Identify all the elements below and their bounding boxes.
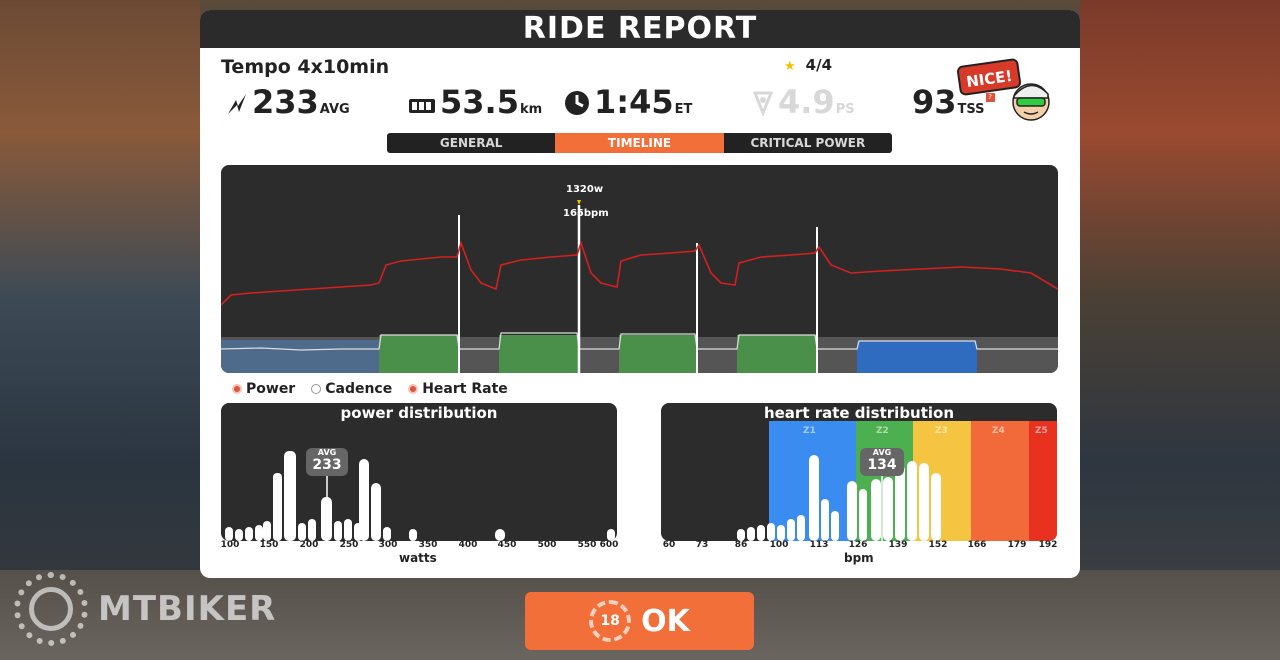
power-tick: 500 — [537, 540, 557, 550]
hr-tick: 60 — [662, 540, 676, 550]
timeline-chart[interactable]: 1320w 165bpm — [221, 165, 1058, 373]
power-tick: 250 — [339, 540, 359, 550]
stars-value: 4/4 — [805, 56, 833, 74]
hr-tick: 192 — [1038, 540, 1058, 550]
power-avg-badge: AVG 233 — [306, 448, 348, 476]
hr-tick: 86 — [734, 540, 748, 550]
zone-z2-label: Z2 — [876, 426, 889, 436]
heart-rate-line — [221, 240, 1058, 306]
workout-name: Tempo 4x10min — [221, 56, 390, 78]
hr-tick: 100 — [769, 540, 789, 550]
legend-heart-rate[interactable]: Heart Rate — [408, 381, 508, 397]
stat-ps: 4.9 PS — [752, 84, 855, 120]
heart-rate-dot-icon — [408, 384, 419, 394]
ride-report-panel: RIDE REPORT Tempo 4x10min ★ 4/4 NICE! 233… — [200, 10, 1080, 578]
hr-tick: 126 — [848, 540, 868, 550]
hr-dist-svg: Z1 Z2 Z3 Z4 Z5 — [737, 421, 1057, 541]
background-right — [1080, 0, 1280, 660]
tab-general[interactable]: GENERAL — [387, 133, 556, 153]
watermark-text: MTBIKER — [98, 589, 277, 629]
ps-value: 4.9 — [778, 83, 835, 121]
hr-tick: 152 — [928, 540, 948, 550]
cadence-line — [221, 332, 1058, 351]
zone-z4-label: Z4 — [992, 426, 1005, 436]
legend-cadence-label: Cadence — [325, 381, 393, 397]
heart-rate-distribution-title: heart rate distribution — [763, 404, 955, 422]
power-dist-xlabel: watts — [399, 551, 437, 565]
panel-title: RIDE REPORT — [200, 10, 1080, 48]
hr-avg-badge: AVG 134 — [860, 448, 904, 476]
power-tick: 100 — [220, 540, 240, 550]
peak-power-label: 1320w — [566, 184, 604, 195]
elapsed-time-unit: ET — [674, 102, 693, 117]
power-tick: 450 — [497, 540, 517, 550]
timeline-svg — [221, 200, 1058, 373]
stat-elapsed-time: 1:45 ET — [564, 84, 692, 120]
hr-tick: 113 — [809, 540, 829, 550]
star-icon: ★ — [784, 59, 796, 74]
stat-avg-power: 233 AVG — [226, 84, 350, 120]
hr-tick: 179 — [1007, 540, 1027, 550]
power-dot-icon — [232, 384, 242, 394]
peak-hr-label: 165bpm — [563, 208, 609, 219]
power-tick: 600 — [599, 540, 619, 550]
power-distribution-title: power distribution — [340, 404, 498, 422]
workout-stars: ★ 4/4 — [784, 56, 832, 74]
elapsed-time-value: 1:45 — [594, 83, 674, 121]
hr-tick: 166 — [967, 540, 987, 550]
hr-avg-value: 134 — [867, 457, 897, 473]
legend-power[interactable]: Power — [232, 381, 295, 397]
timeline-legend: Power Cadence Heart Rate — [232, 381, 508, 397]
stats-row: 233 AVG 53.5 km 1:45 ET 4.9 PS 93 TSS ? — [200, 84, 1080, 124]
power-tick: 150 — [259, 540, 279, 550]
power-tick: 300 — [378, 540, 398, 550]
hr-dist-xlabel: bpm — [844, 551, 874, 565]
ok-button[interactable]: 18 OK — [525, 592, 754, 650]
avg-power-unit: AVG — [319, 102, 350, 117]
hr-avg-label: AVG — [872, 448, 892, 457]
hr-dist-ticks: 60 73 86 100 113 126 139 152 166 179 192 — [661, 540, 1058, 552]
zone-z3-label: Z3 — [935, 426, 948, 436]
power-distribution-chart — [221, 403, 617, 541]
power-avg-label: AVG — [317, 448, 337, 457]
power-avg-value: 233 — [312, 457, 342, 473]
distance-value: 53.5 — [440, 83, 519, 121]
power-tick: 350 — [418, 540, 438, 550]
avg-power-value: 233 — [252, 83, 319, 121]
tss-unit: TSS — [957, 102, 985, 117]
power-dist-ticks: 100 150 200 250 300 350 400 450 500 550 … — [220, 540, 619, 552]
legend-cadence[interactable]: Cadence — [311, 381, 392, 397]
power-tick: 200 — [299, 540, 319, 550]
stat-distance: 53.5 km — [408, 84, 542, 120]
ok-button-label: OK — [641, 603, 690, 639]
power-tick: 550 — [577, 540, 597, 550]
tss-value: 93 — [912, 83, 957, 121]
zone-z1-label: Z1 — [803, 426, 816, 436]
tab-timeline[interactable]: TIMELINE — [555, 133, 724, 153]
ps-unit: PS — [835, 102, 855, 117]
countdown-timer: 18 — [589, 600, 632, 642]
report-tabs: GENERAL TIMELINE CRITICAL POWER — [387, 133, 892, 153]
rider-avatar-icon — [1012, 83, 1050, 121]
clock-icon — [565, 91, 589, 115]
heart-rate-distribution-chart: Z1 Z2 Z3 Z4 Z5 — [661, 403, 1057, 541]
zone-z5-label: Z5 — [1035, 426, 1048, 436]
distance-unit: km — [519, 102, 543, 117]
hr-tick: 73 — [695, 540, 709, 550]
tab-critical-power[interactable]: CRITICAL POWER — [723, 133, 892, 153]
legend-hr-label: Heart Rate — [422, 381, 508, 397]
lightning-icon — [228, 94, 246, 114]
hr-tick: 139 — [888, 540, 908, 550]
tss-info-icon[interactable]: ? — [985, 93, 995, 102]
power-dist-svg — [225, 451, 615, 541]
cadence-dot-icon — [311, 384, 322, 394]
power-tick: 400 — [458, 540, 478, 550]
legend-power-label: Power — [246, 381, 296, 397]
stat-tss: 93 TSS ? — [912, 84, 995, 120]
gear-logo-icon — [14, 572, 88, 646]
watermark: MTBIKER — [14, 572, 276, 646]
background-left — [0, 0, 200, 660]
power-source-icon — [752, 91, 774, 116]
odometer-icon — [409, 99, 435, 113]
